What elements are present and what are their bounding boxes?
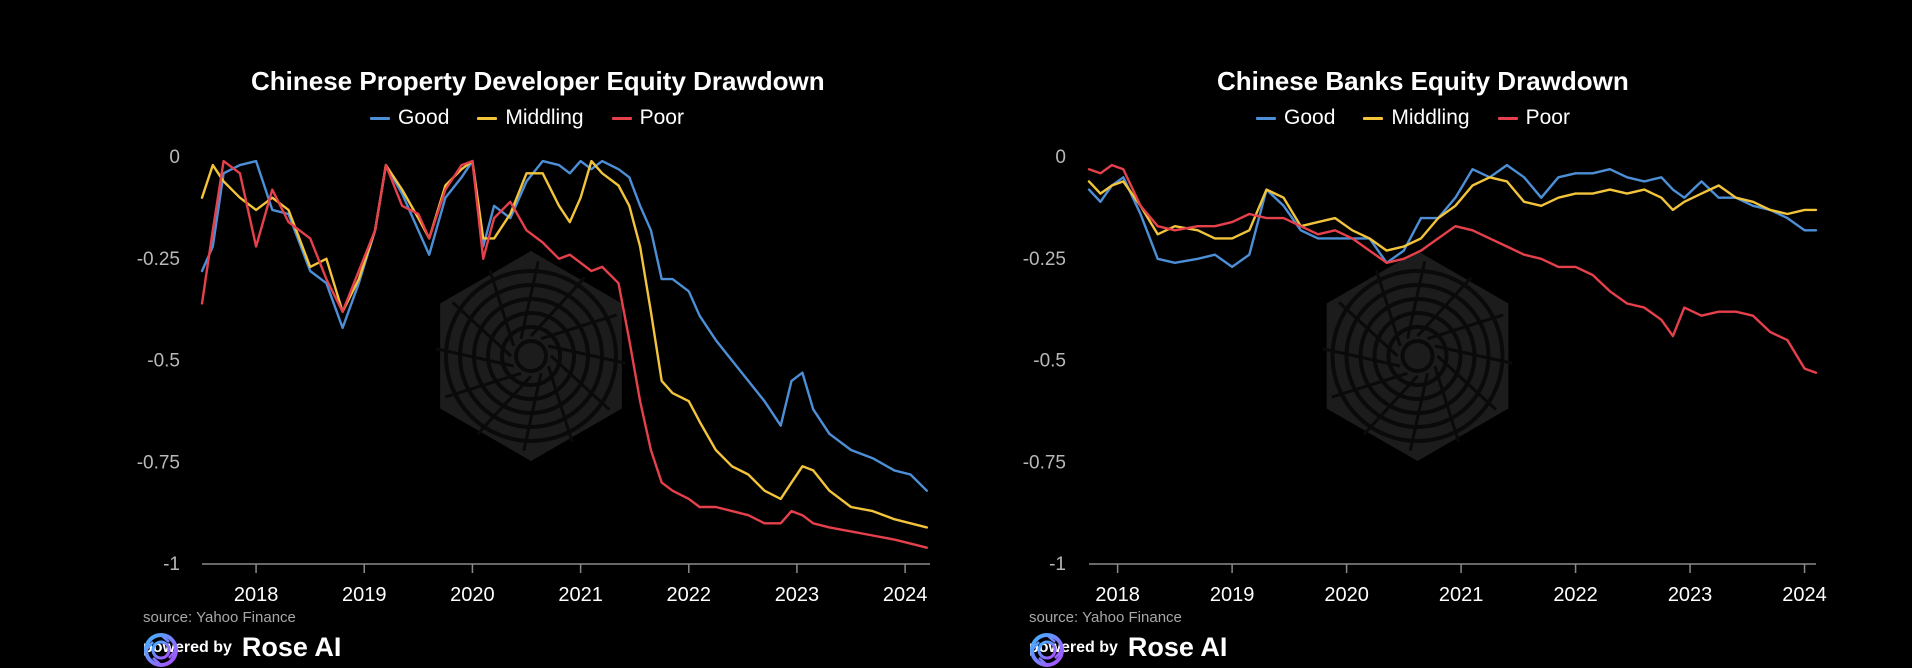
series-line-poor — [200, 159, 928, 549]
legend-label-middling: Middling — [1391, 106, 1470, 129]
chart-svg-banks: 0 -0.25 -0.5 -0.75 -1 2018 2019 2020 2021 2022 202… — [1023, 147, 1827, 606]
rose-ai-brand: Rose AI — [241, 632, 342, 662]
legend-item-poor[interactable]: Poor — [611, 106, 684, 130]
powered-by-footer: powered by Rose AI — [1029, 632, 1228, 667]
legend-swatch-good — [1256, 116, 1276, 120]
powered-by-footer: powered by Rose AI — [143, 632, 342, 667]
x-tick-label: 2024 — [1782, 584, 1827, 606]
chart-legend: Good Middling Poor — [1256, 106, 1570, 130]
legend-label-good: Good — [1284, 106, 1336, 129]
legend-label-middling: Middling — [505, 106, 584, 129]
source-note: source: Yahoo Finance — [143, 609, 296, 626]
y-tick-label: -1 — [163, 554, 180, 575]
chart-svg-property: 0 -0.25 -0.5 -0.75 -1 2018 2019 2020 2021 2022 202… — [137, 147, 930, 606]
legend-label-good: Good — [398, 106, 450, 129]
rose-ai-brand: Rose AI — [1127, 632, 1228, 662]
chart-title: Chinese Property Developer Equity Drawdo… — [251, 66, 825, 96]
x-tick-label: 2023 — [1668, 584, 1713, 606]
legend-item-good[interactable]: Good — [1256, 106, 1335, 130]
y-tick-label: -0.25 — [1023, 249, 1066, 270]
y-tick-label: 0 — [169, 147, 180, 168]
series-line-good — [1087, 163, 1818, 269]
x-tick-label: 2019 — [1210, 584, 1255, 606]
legend-label-poor: Poor — [639, 106, 684, 129]
legend-swatch-poor — [1497, 116, 1518, 120]
chart-panel-property: 0 -0.25 -0.5 -0.75 -1 2018 2019 2020 2021 2022 202… — [137, 66, 930, 667]
legend-item-poor[interactable]: Poor — [1497, 106, 1570, 130]
x-tick-label: 2023 — [775, 584, 820, 606]
x-tick-label: 2024 — [883, 584, 928, 606]
source-note: source: Yahoo Finance — [1029, 609, 1182, 626]
x-tick-label: 2020 — [450, 584, 495, 606]
x-tick-label: 2019 — [342, 584, 387, 606]
chart-panel-banks: 0 -0.25 -0.5 -0.75 -1 2018 2019 2020 2021 2022 202… — [886, 0, 1842, 668]
x-tick-label: 2020 — [1324, 584, 1369, 606]
y-tick-label: -1 — [1049, 554, 1066, 575]
x-tick-label: 2022 — [667, 584, 712, 606]
legend-item-middling[interactable]: Middling — [1363, 106, 1470, 130]
y-tick-label: -0.25 — [137, 249, 180, 270]
legend-swatch-middling — [477, 116, 498, 120]
chart-legend: Good Middling Poor — [370, 106, 684, 130]
chart-title: Chinese Banks Equity Drawdown — [1217, 66, 1629, 96]
rose-ai-logo-icon — [144, 633, 178, 667]
series-line-good — [200, 159, 928, 492]
y-tick-label: -0.5 — [147, 351, 180, 372]
legend-swatch-middling — [1363, 116, 1384, 120]
x-tick-label: 2022 — [1553, 584, 1598, 606]
series-line-middling — [1087, 176, 1818, 252]
legend-swatch-poor — [611, 116, 632, 120]
y-tick-label: -0.75 — [1023, 452, 1066, 473]
y-tick-label: 0 — [1055, 147, 1066, 168]
y-tick-label: -0.5 — [1033, 351, 1066, 372]
rose-ai-logo-icon — [1030, 633, 1064, 667]
rose-ai-hexagon-watermark-icon — [1322, 251, 1513, 461]
y-tick-label: -0.75 — [137, 452, 180, 473]
x-tick-label: 2018 — [234, 584, 279, 606]
x-tick-label: 2021 — [558, 584, 603, 606]
legend-item-middling[interactable]: Middling — [477, 106, 584, 130]
legend-item-good[interactable]: Good — [370, 106, 449, 130]
series-line-poor — [1087, 163, 1818, 374]
legend-label-poor: Poor — [1525, 106, 1570, 129]
x-tick-label: 2018 — [1095, 584, 1140, 606]
legend-swatch-good — [370, 116, 390, 120]
series-line-middling — [200, 159, 928, 529]
x-tick-label: 2021 — [1439, 584, 1484, 606]
rose-ai-hexagon-watermark-icon — [435, 251, 627, 461]
